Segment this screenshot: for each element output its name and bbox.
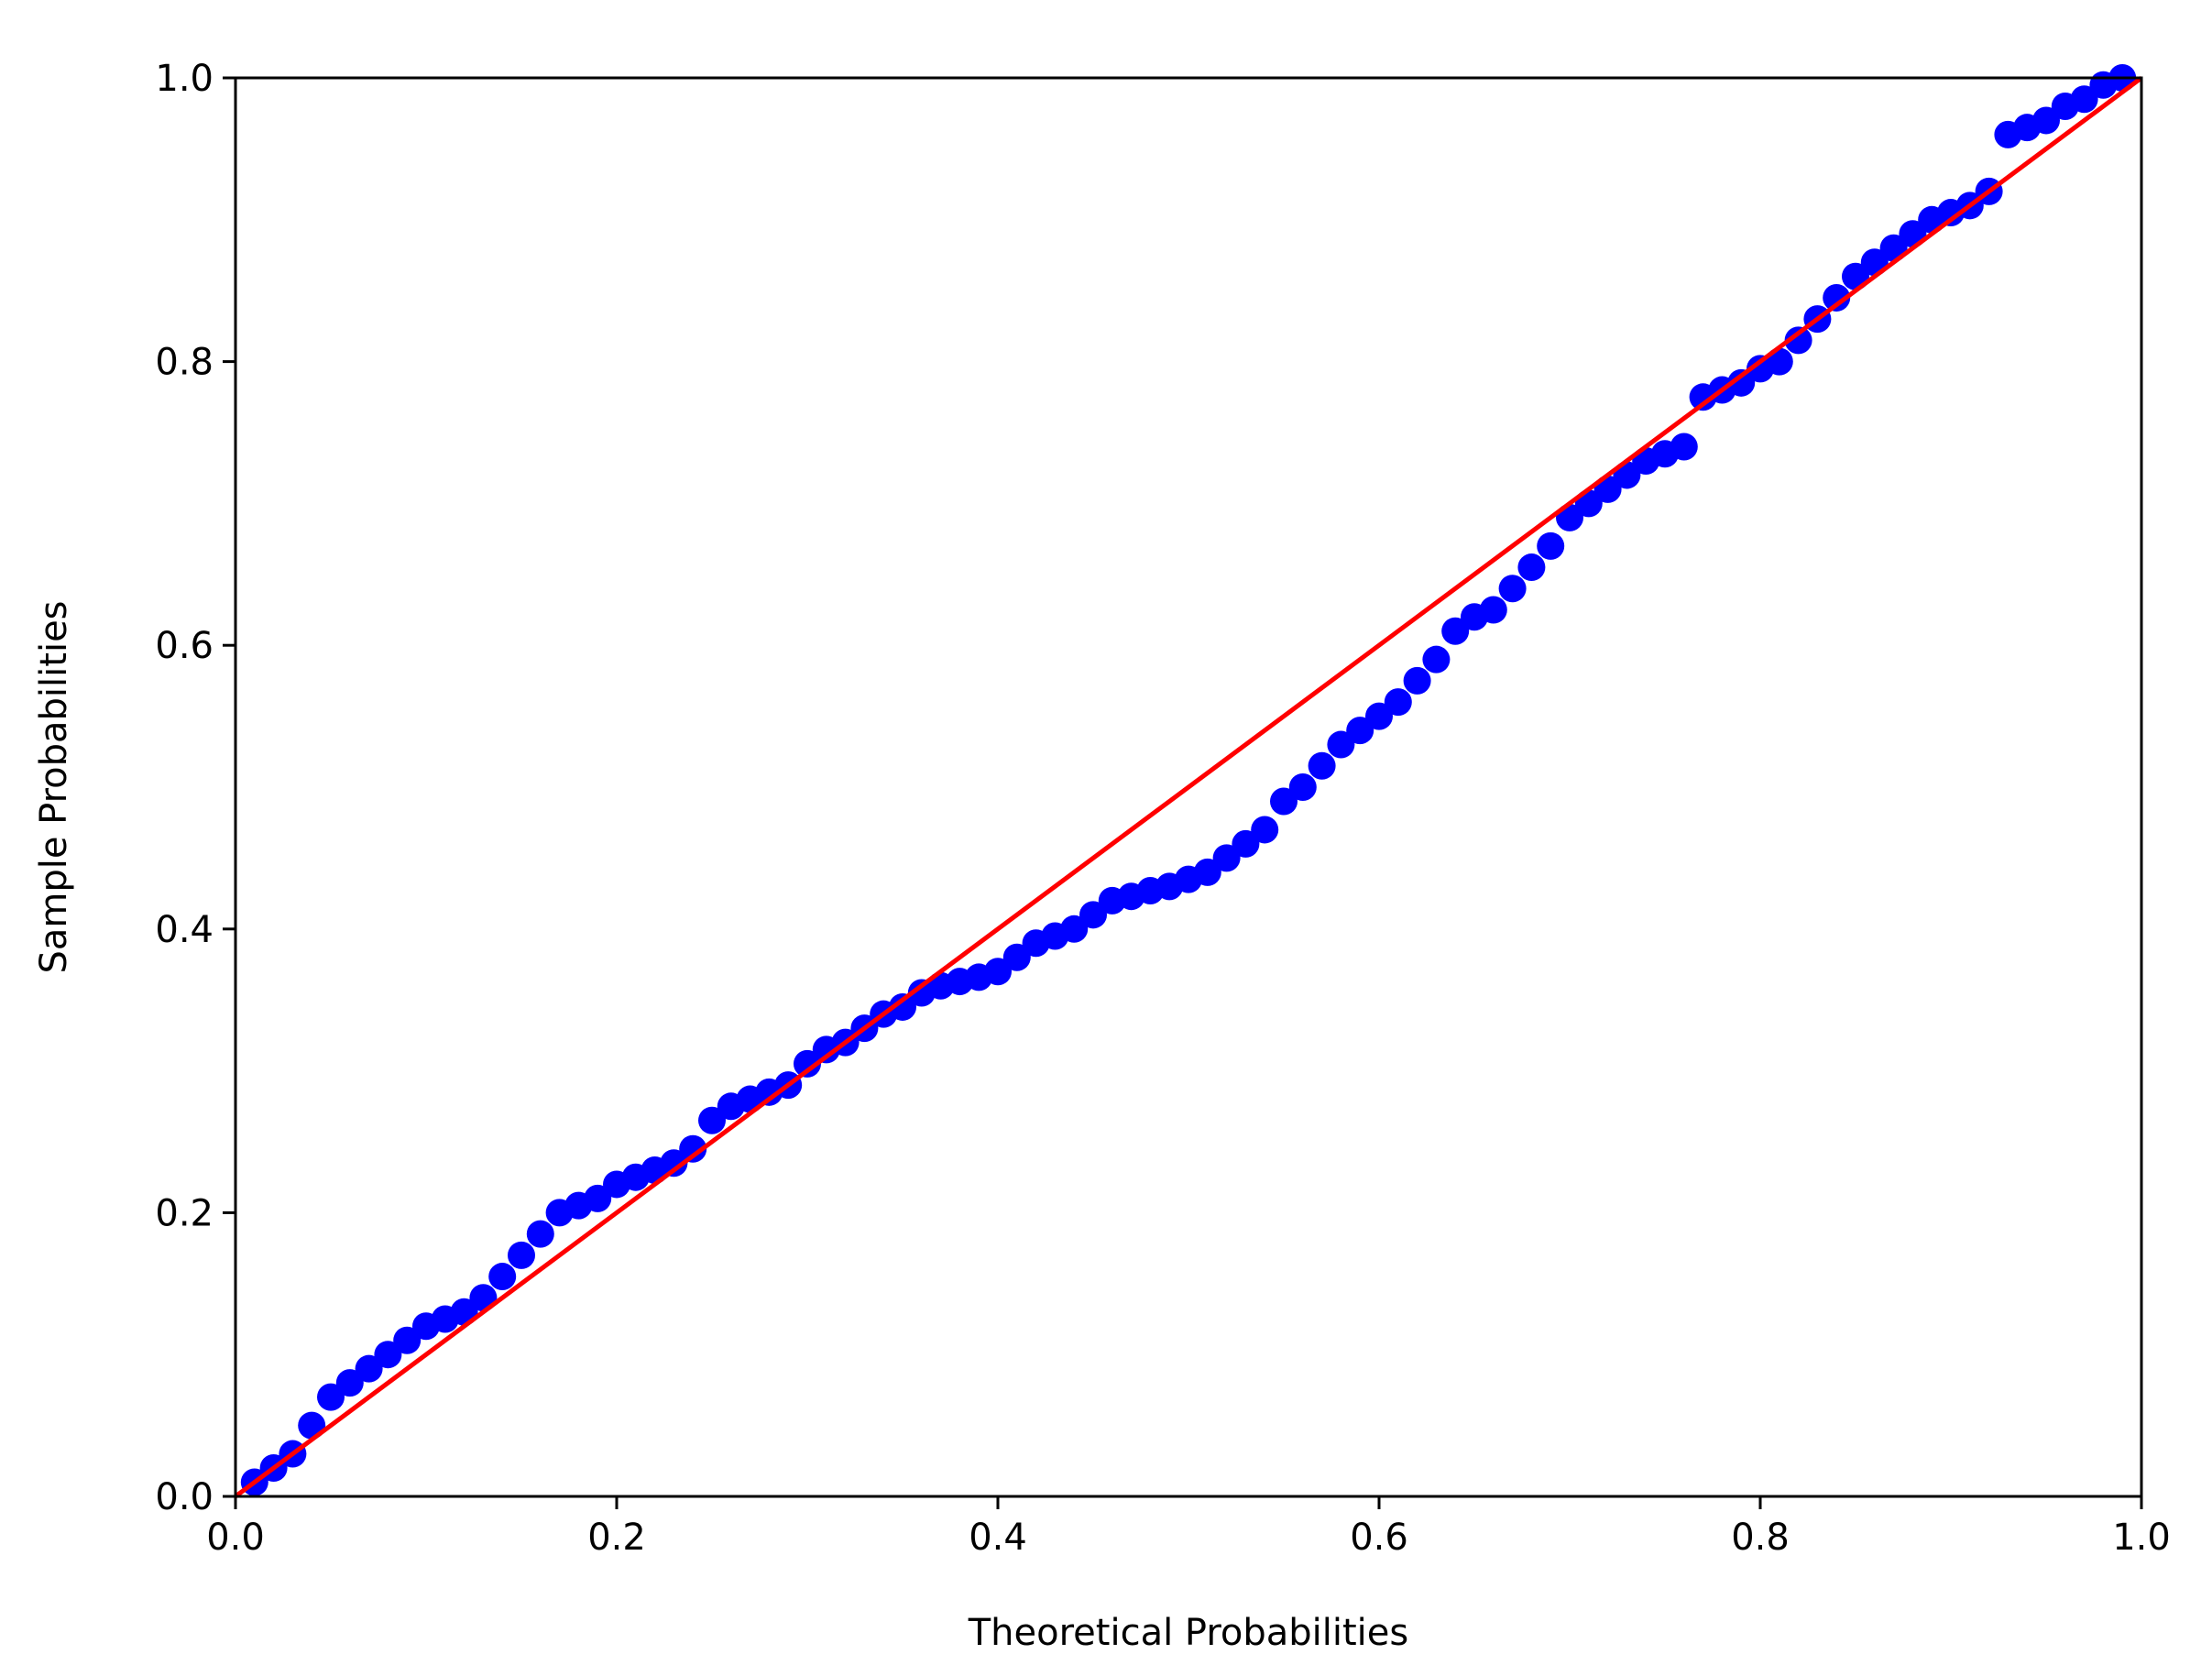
y-tick-label: 0.2 — [155, 1192, 214, 1234]
y-tick-label: 1.0 — [155, 58, 214, 100]
data-point — [1384, 688, 1412, 717]
data-point — [1288, 773, 1317, 801]
data-point — [1079, 901, 1107, 929]
data-point — [374, 1341, 402, 1369]
x-tick-label: 0.2 — [587, 1517, 646, 1559]
x-tick-label: 0.8 — [1731, 1517, 1790, 1559]
data-point — [1670, 433, 1698, 461]
data-point — [1346, 717, 1374, 745]
data-point — [1002, 943, 1031, 971]
data-point — [1308, 751, 1336, 780]
data-point — [1422, 645, 1451, 674]
reference-line — [234, 75, 2143, 1499]
data-point — [584, 1184, 612, 1212]
data-point — [698, 1106, 726, 1134]
y-tick-label: 0.8 — [155, 342, 214, 384]
y-tick-label: 0.6 — [155, 625, 214, 667]
data-point — [1060, 915, 1089, 943]
data-point — [1251, 816, 1279, 844]
data-point — [2032, 106, 2060, 135]
data-point — [1784, 326, 1812, 355]
data-point — [1727, 368, 1756, 397]
x-tick-label: 0.4 — [969, 1517, 1027, 1559]
data-point — [1479, 596, 1507, 624]
x-axis-label: Theoretical Probabilities — [968, 1612, 1409, 1654]
data-point — [1823, 283, 1851, 312]
data-point — [1517, 553, 1546, 582]
data-point — [794, 1049, 821, 1078]
data-point — [660, 1149, 688, 1178]
x-tick-label: 1.0 — [2112, 1517, 2171, 1559]
data-point — [1403, 666, 1431, 695]
data-point — [335, 1369, 364, 1397]
data-point — [488, 1263, 517, 1291]
data-point — [1365, 702, 1393, 730]
data-point — [508, 1241, 535, 1269]
data-point — [317, 1383, 345, 1411]
data-point — [889, 992, 916, 1021]
data-point — [1327, 730, 1355, 759]
data-point — [1212, 844, 1241, 872]
x-tick-label: 0.0 — [206, 1517, 265, 1559]
data-point — [679, 1134, 707, 1163]
data-point — [526, 1220, 554, 1248]
data-point — [1441, 617, 1470, 645]
data-point — [1232, 829, 1260, 858]
data-point — [1193, 858, 1221, 886]
data-point — [984, 958, 1012, 986]
data-point — [393, 1326, 422, 1354]
data-point — [2070, 85, 2098, 114]
y-tick-label: 0.4 — [155, 909, 214, 951]
y-axis-label: Sample Probabilities — [33, 600, 75, 973]
data-point — [1498, 575, 1527, 603]
data-point — [355, 1354, 383, 1383]
plot-frame — [234, 76, 2143, 1498]
y-tick-label: 0.0 — [155, 1476, 214, 1518]
data-point — [1537, 531, 1565, 560]
data-point — [1270, 787, 1298, 816]
x-tick-label: 0.6 — [1350, 1517, 1408, 1559]
